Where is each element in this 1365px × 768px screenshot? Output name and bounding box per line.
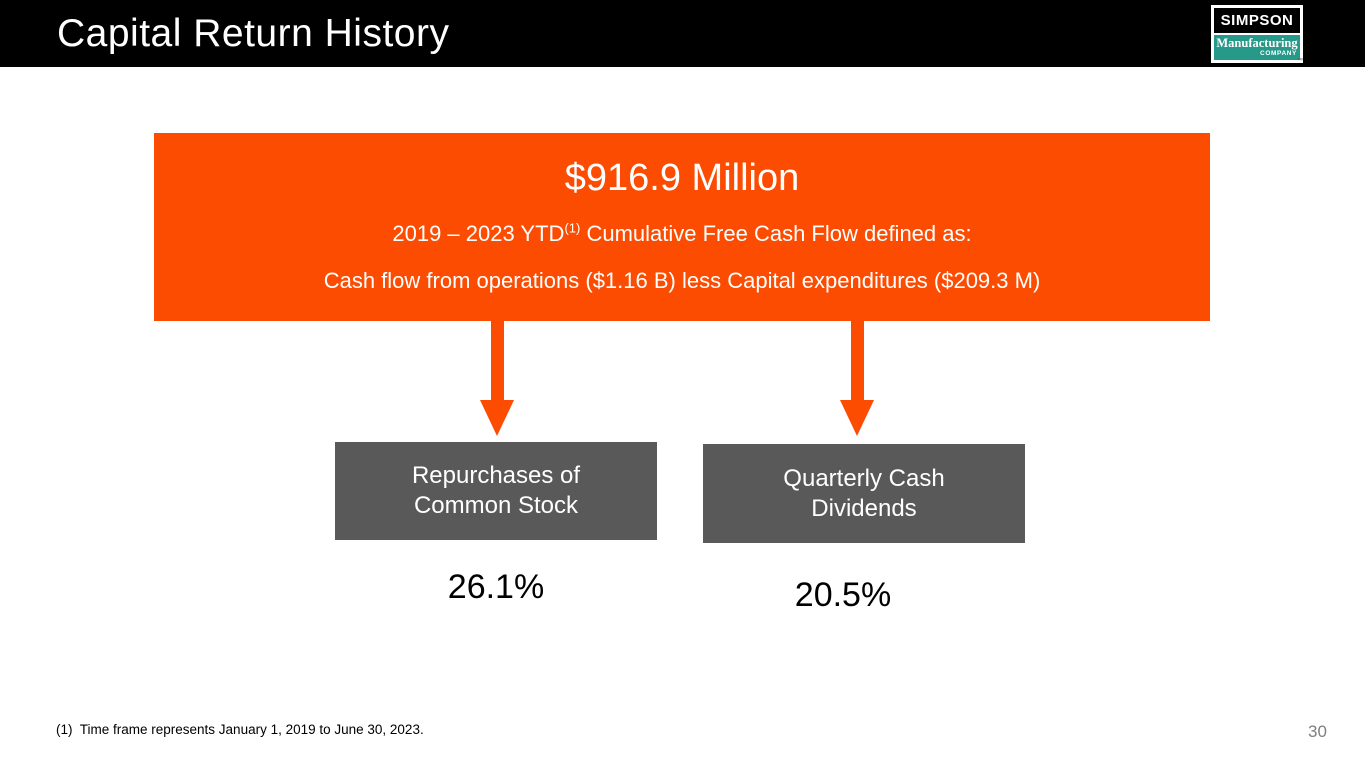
subtitle-prefix: 2019 – 2023 YTD (392, 221, 565, 246)
detail-line: Cash flow from operations ($1.16 B) less… (323, 268, 1041, 293)
down-arrow-left-icon (480, 400, 514, 436)
simpson-manufacturing-logo: SIMPSON Manufacturing COMPANY ™ (1211, 5, 1303, 64)
logo-company-text: COMPANY (1260, 50, 1297, 57)
down-arrow-right-icon (840, 400, 874, 436)
logo-simpson-text: SIMPSON (1220, 12, 1294, 29)
repurchases-percentage: 26.1% (447, 568, 545, 606)
repurchases-box-line1: Repurchases of (411, 462, 581, 489)
page-number: 30 (1308, 722, 1327, 741)
subtitle-suffix: Cumulative Free Cash Flow defined as: (580, 221, 972, 246)
repurchases-box-line2: Common Stock (413, 492, 579, 519)
footnote: (1) Time frame represents January 1, 201… (56, 722, 424, 737)
down-arrow-left-stem (491, 320, 504, 402)
dividends-percentage: 20.5% (794, 576, 892, 614)
dividends-box-line2: Dividends (811, 494, 917, 522)
page-title: Capital Return History (57, 12, 450, 55)
logo-manufacturing-block: Manufacturing COMPANY ™ (1214, 35, 1303, 64)
trademark-symbol: ™ (1297, 58, 1303, 64)
subtitle-line: 2019 – 2023 YTD(1) Cumulative Free Cash … (154, 221, 1210, 247)
dividends-box-line1: Quarterly Cash (783, 464, 945, 492)
footnote-marker: (1) (564, 220, 581, 236)
header-bar: Capital Return History SIMPSON Manufactu… (0, 0, 1365, 67)
dividends-box: Quarterly Cash Dividends (703, 444, 1025, 543)
cumulative-free-cash-flow-box: $916.9 Million 2019 – 2023 YTD(1) Cumula… (154, 133, 1210, 321)
logo-simpson-block: SIMPSON (1214, 8, 1300, 33)
logo-manufacturing-text: Manufacturing (1216, 36, 1298, 50)
repurchases-box: Repurchases of Common Stock (335, 442, 657, 540)
down-arrow-right-stem (851, 320, 864, 402)
headline-amount: $916.9 Million (564, 157, 800, 199)
